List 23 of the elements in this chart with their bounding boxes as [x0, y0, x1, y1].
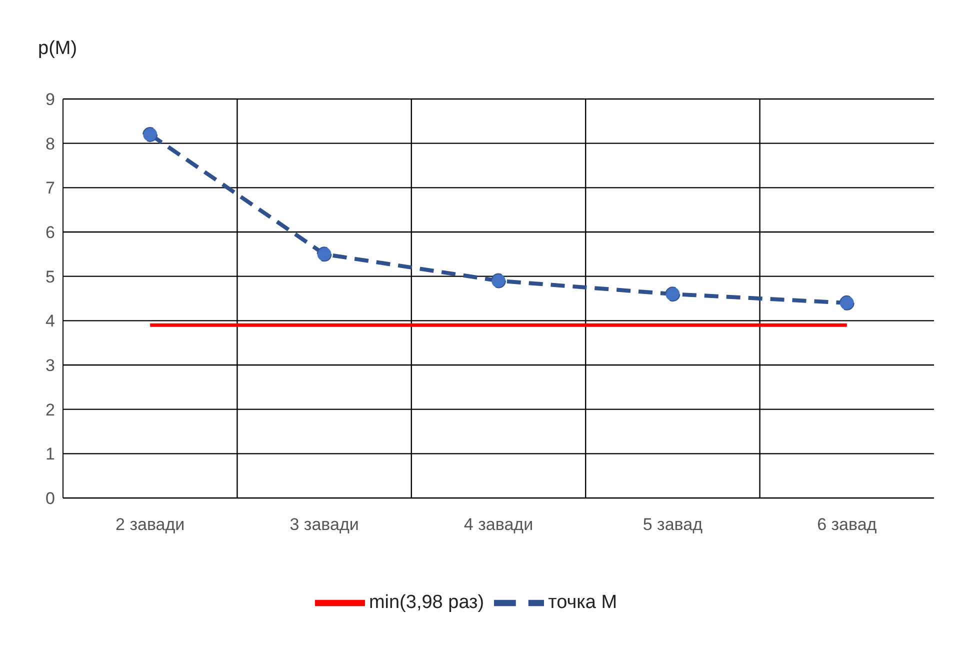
legend-label: точка М [548, 592, 618, 614]
x-tick-label: 6 завад [817, 515, 877, 534]
y-tick-label: 8 [46, 134, 55, 154]
y-tick-label: 5 [46, 267, 55, 286]
point [839, 295, 854, 310]
point [665, 286, 680, 302]
y-tick-label: 9 [46, 90, 55, 110]
x-tick-label: 2 завади [116, 515, 185, 534]
point [316, 246, 332, 262]
point [142, 126, 158, 142]
x-tick-label: 5 завад [642, 515, 703, 534]
x-tick-label: 4 завади [464, 515, 534, 534]
y-tick-label: 3 [46, 356, 55, 376]
legend-label: min(3,98 раз) [368, 592, 484, 614]
y-tick-label: 6 [46, 223, 55, 242]
y-axis-title: p(M) [38, 38, 78, 60]
y-tick-label: 0 [46, 489, 55, 508]
y-tick-label: 2 [46, 400, 55, 420]
y-tick-label: 1 [46, 444, 55, 464]
y-tick-label: 7 [46, 178, 55, 198]
point [491, 273, 506, 288]
x-tick-label: 3 завади [290, 515, 359, 534]
y-tick-label: 4 [46, 312, 55, 331]
